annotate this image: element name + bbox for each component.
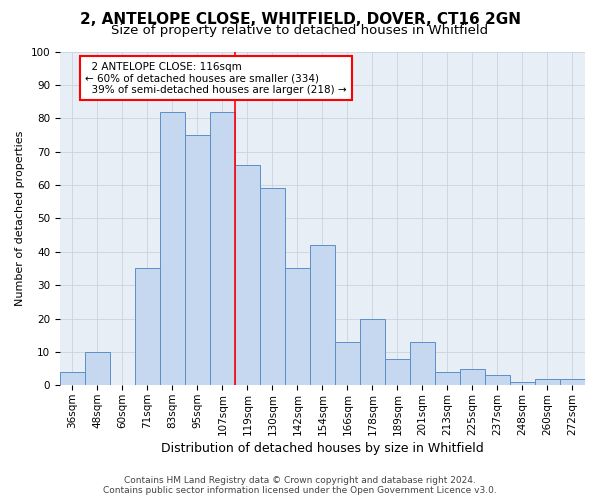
Bar: [410, 342, 435, 386]
Bar: [560, 378, 585, 386]
Bar: [60, 372, 85, 386]
X-axis label: Distribution of detached houses by size in Whitfield: Distribution of detached houses by size …: [161, 442, 484, 455]
Text: 2, ANTELOPE CLOSE, WHITFIELD, DOVER, CT16 2GN: 2, ANTELOPE CLOSE, WHITFIELD, DOVER, CT1…: [79, 12, 521, 28]
Bar: [285, 268, 310, 386]
Bar: [335, 342, 360, 386]
Bar: [435, 372, 460, 386]
Bar: [510, 382, 535, 386]
Text: Contains HM Land Registry data © Crown copyright and database right 2024.
Contai: Contains HM Land Registry data © Crown c…: [103, 476, 497, 495]
Bar: [485, 376, 510, 386]
Bar: [260, 188, 285, 386]
Bar: [310, 245, 335, 386]
Bar: [185, 135, 210, 386]
Bar: [160, 112, 185, 386]
Bar: [85, 352, 110, 386]
Bar: [535, 378, 560, 386]
Text: Size of property relative to detached houses in Whitfield: Size of property relative to detached ho…: [112, 24, 488, 37]
Y-axis label: Number of detached properties: Number of detached properties: [15, 130, 25, 306]
Bar: [360, 318, 385, 386]
Bar: [135, 268, 160, 386]
Bar: [235, 165, 260, 386]
Bar: [210, 112, 235, 386]
Bar: [385, 358, 410, 386]
Bar: [460, 368, 485, 386]
Text: 2 ANTELOPE CLOSE: 116sqm
← 60% of detached houses are smaller (334)
  39% of sem: 2 ANTELOPE CLOSE: 116sqm ← 60% of detach…: [85, 62, 347, 94]
